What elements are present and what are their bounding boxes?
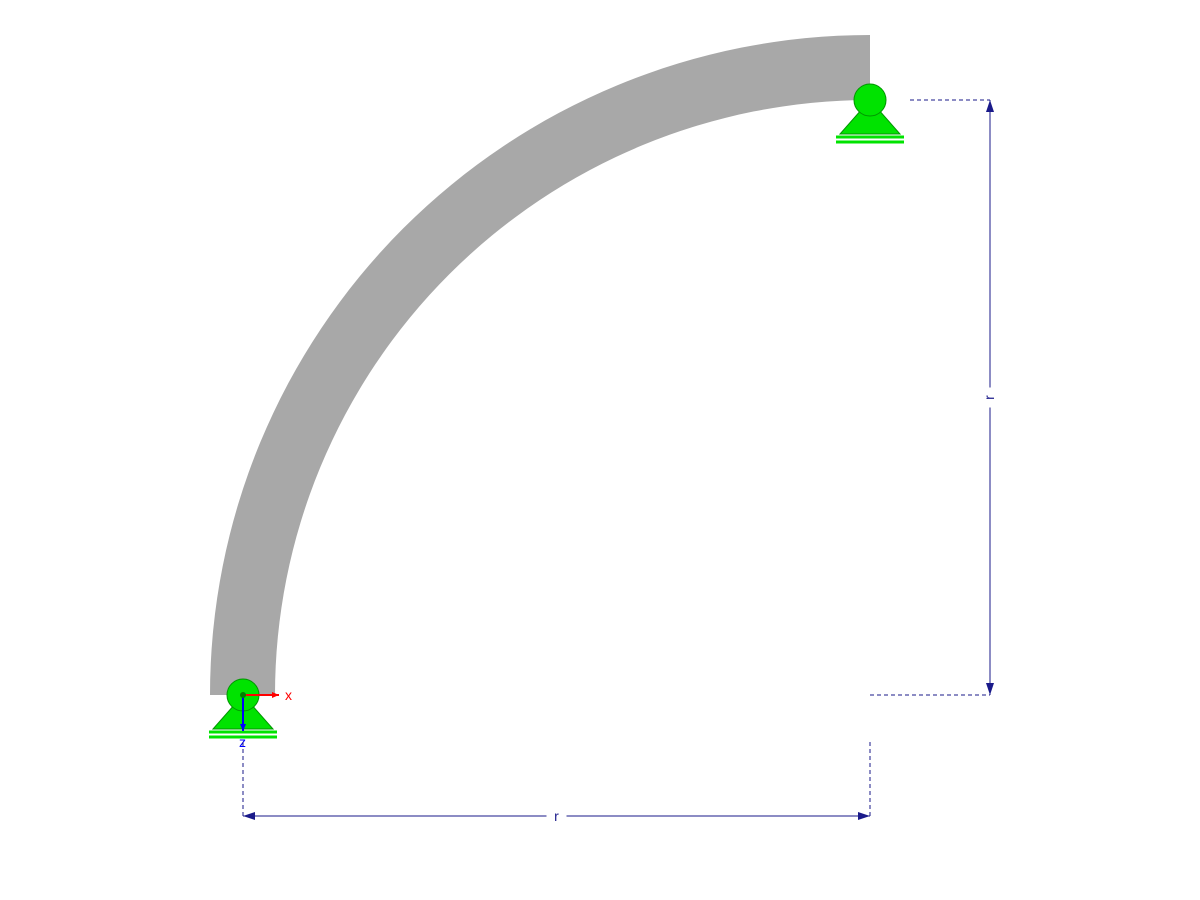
diagram-canvas: xzrr [0, 0, 1200, 900]
dimension-horizontal: r [243, 742, 870, 824]
origin-dot [240, 692, 246, 698]
x-axis-arrow [272, 692, 279, 698]
dim-horizontal-label: r [554, 808, 559, 824]
dim-arrow [243, 812, 255, 820]
dim-vertical-label: r [981, 395, 997, 400]
x-axis-label: x [285, 687, 292, 703]
dim-arrow [986, 683, 994, 695]
support-hinge [854, 84, 886, 116]
dim-arrow [858, 812, 870, 820]
dim-arrow [986, 100, 994, 112]
dimension-vertical: r [870, 100, 997, 695]
curved-beam [210, 35, 870, 695]
